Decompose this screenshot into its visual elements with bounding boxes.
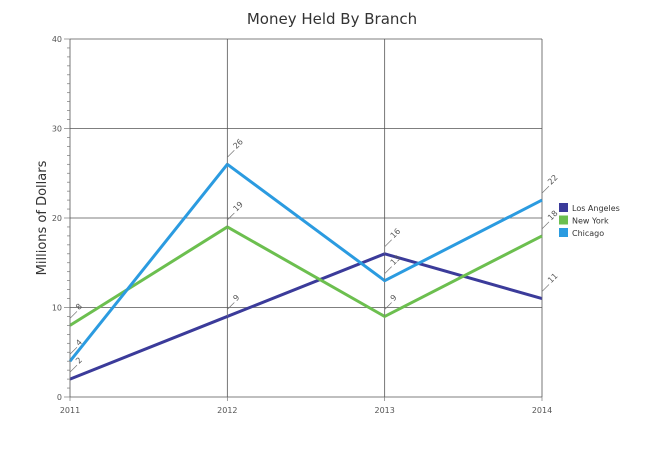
data-label: 2 — [74, 356, 84, 366]
data-label-leader — [384, 302, 392, 317]
data-label-leader — [69, 346, 78, 362]
data-label: 4 — [74, 338, 84, 348]
legend-swatch — [559, 228, 568, 237]
data-label-leader — [384, 239, 392, 254]
legend-item-chicago: Chicago — [559, 228, 604, 238]
legend-item-new-york: New York — [559, 215, 609, 226]
legend-label: New York — [572, 217, 609, 226]
data-label: 22 — [546, 173, 560, 187]
data-label: 9 — [231, 293, 241, 303]
legend-item-los-angeles: Los Angeles — [559, 203, 620, 213]
data-label: 11 — [546, 271, 560, 285]
data-label-leader — [226, 150, 235, 165]
data-label: 16 — [389, 227, 403, 241]
data-label: 9 — [389, 293, 399, 303]
legend: Los Angeles New York Chicago — [559, 203, 620, 238]
data-label-leader — [69, 311, 78, 326]
y-axis-label: Millions of Dollars — [35, 160, 50, 275]
y-tick-label: 40 — [52, 35, 62, 44]
y-tick-label: 10 — [52, 304, 62, 313]
legend-swatch — [559, 215, 568, 225]
data-label-leader — [69, 364, 78, 380]
y-tick-label: 20 — [52, 214, 62, 223]
x-tick-label: 2014 — [532, 406, 552, 415]
chart-title: Money Held By Branch — [247, 10, 417, 28]
data-label: 18 — [546, 209, 560, 223]
series-line-new-york — [69, 225, 543, 327]
series-layer — [68, 162, 543, 381]
data-label-leader — [541, 185, 550, 201]
x-tick-label: 2012 — [217, 406, 237, 415]
data-label-leader — [384, 266, 392, 281]
x-tick-label: 2011 — [60, 406, 80, 415]
legend-label: Los Angeles — [572, 204, 620, 213]
data-label-leader — [226, 302, 235, 317]
legend-label: Chicago — [572, 229, 604, 238]
data-label-leader — [226, 212, 235, 227]
grid — [70, 38, 543, 397]
legend-swatch — [559, 203, 568, 212]
data-label-leader — [541, 284, 550, 299]
axes: 0 10 20 30 40 2011 2012 2013 2014 — [52, 35, 552, 415]
series-line-chicago — [68, 162, 543, 363]
data-label: 8 — [74, 302, 84, 312]
x-tick-label: 2013 — [374, 406, 394, 415]
y-tick-label: 0 — [57, 393, 62, 402]
data-label: 19 — [231, 200, 245, 214]
y-tick-label: 30 — [52, 125, 62, 134]
data-label: 26 — [231, 137, 245, 151]
data-label-leader — [541, 221, 550, 236]
